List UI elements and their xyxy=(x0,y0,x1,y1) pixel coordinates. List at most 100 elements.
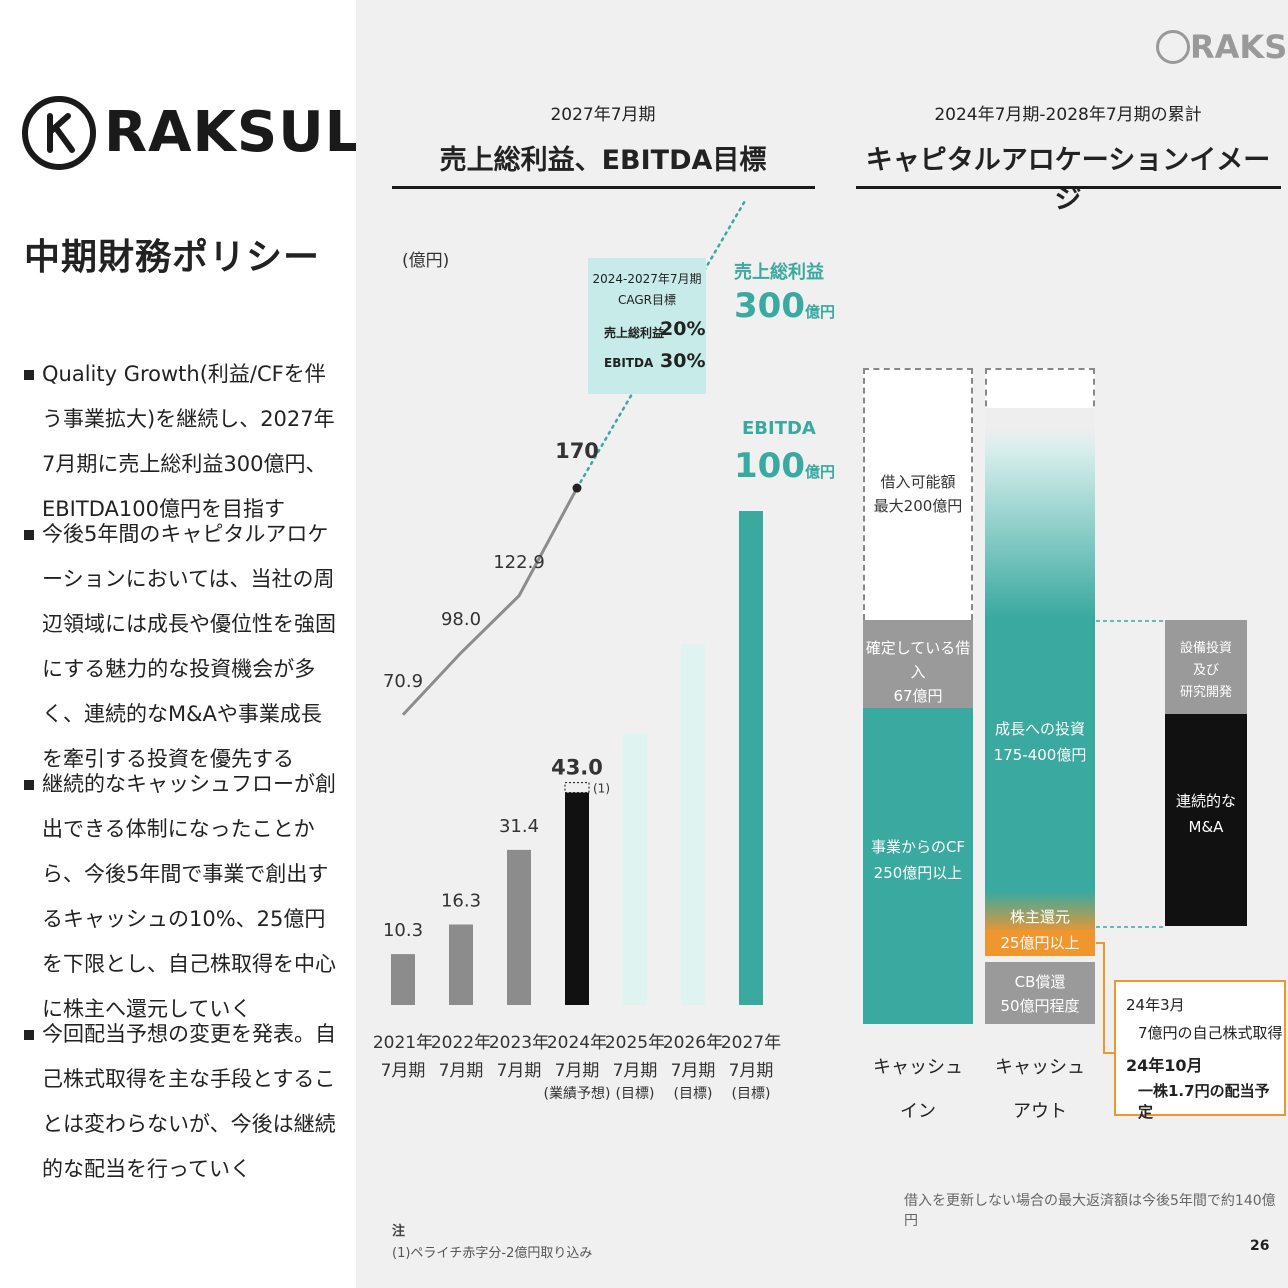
gross-profit-ebitda-chart: 10.3 16.3 31.4 43.0 (1) 70.9 98.0 122.9 170 2021年… xyxy=(373,200,781,1102)
bullet-1-text: Quality Growth(利益/CFを伴う事業拡大)を継続し、2027年7月… xyxy=(42,362,335,521)
committed-loan-line1: 確定している借入 xyxy=(865,639,971,681)
bullet-3: 継続的なキャッシュフローが創出できる体制になったことから、今後5年間で事業で創出… xyxy=(22,762,337,1032)
borrowable-line2: 最大200億円 xyxy=(873,497,963,515)
ebitda-2024-adjustment-box xyxy=(564,782,590,794)
ma-block: 連続的な M&A xyxy=(1165,714,1247,926)
gross-profit-value-label-1: 98.0 xyxy=(441,609,481,630)
operating-cf-line2: 250億円以上 xyxy=(873,864,963,882)
cash-in-label-line1: キャッシュ xyxy=(873,1057,963,1078)
ebitda-value-label-3: 43.0 xyxy=(551,756,603,780)
cash-in-committed-loan: 確定している借入 67億円 xyxy=(863,620,973,708)
committed-loan-line2: 67億円 xyxy=(893,687,943,705)
ebitda-bar-2 xyxy=(507,849,531,1005)
cagr-row-gross-value: 20% xyxy=(660,318,706,340)
bullet-2: 今後5年間のキャピタルアロケーションにおいては、当社の周辺領域には成長や優位性を… xyxy=(22,512,337,782)
page-number: 26 xyxy=(1250,1238,1270,1254)
left-panel: RAKSUL 中期財務ポリシー Quality Growth(利益/CFを伴う事… xyxy=(0,0,360,1288)
cb-redemption-line2: 50億円程度 xyxy=(1000,997,1080,1015)
cash-out-growth-investment: 成長への投資 175-400億円 xyxy=(985,408,1095,934)
gross-profit-line xyxy=(401,487,579,716)
allocation-connectors xyxy=(1096,620,1165,1054)
cash-out-label-line1: キャッシュ xyxy=(995,1057,1085,1078)
ebitda-value-label-0: 10.3 xyxy=(383,920,423,941)
cash-in-operating-cf: 事業からのCF 250億円以上 xyxy=(863,708,973,1024)
category-label-3-0: 2024年 xyxy=(547,1033,607,1053)
cb-redemption-line1: CB償還 xyxy=(1014,973,1066,991)
bullet-4: 今回配当予想の変更を発表。自己株式取得を主な手段とすることは変わらないが、今後は… xyxy=(22,1012,337,1192)
gross-profit-value-label-0: 70.9 xyxy=(383,671,423,692)
capex-line1: 設備投資 xyxy=(1179,641,1232,656)
category-label-6-1: 7月期 xyxy=(729,1061,774,1081)
target-ebitda-unit: 億円 xyxy=(804,463,835,481)
category-label-2-0: 2023年 xyxy=(489,1033,549,1053)
section2-subtitle: 2024年7月期-2028年7月期の累計 xyxy=(934,105,1202,125)
category-label-6-2: (目標) xyxy=(732,1086,771,1102)
target-ebitda-value: 100億円 xyxy=(734,446,835,486)
capex-rnd-block: 設備投資 及び 研究開発 xyxy=(1165,620,1247,714)
target-gross-unit: 億円 xyxy=(804,303,835,321)
cagr-box: 2024-2027年7月期 CAGR目標 売上総利益 20% EBITDA 30… xyxy=(588,258,706,394)
target-gross-value: 300億円 xyxy=(734,286,835,326)
footnote-text: (1)ペライチ赤字分-2億円取り込み xyxy=(392,1246,593,1261)
brand-name: RAKSUL xyxy=(104,100,362,165)
corner-brand: RAKSUL xyxy=(1190,28,1288,66)
capex-line2: 及び xyxy=(1192,663,1219,678)
ebitda-bar-1 xyxy=(449,924,473,1005)
cagr-title: 2024-2027年7月期 xyxy=(592,272,702,286)
category-label-6-0: 2027年 xyxy=(721,1033,781,1053)
section2-rule xyxy=(856,186,1281,189)
target-gross-number: 300 xyxy=(734,286,805,326)
category-label-0-1: 7月期 xyxy=(381,1061,426,1081)
bullet-1: Quality Growth(利益/CFを伴う事業拡大)を継続し、2027年7月… xyxy=(22,352,337,532)
category-label-4-1: 7月期 xyxy=(613,1061,658,1081)
section1-title: 売上総利益、EBITDA目標 xyxy=(439,145,767,176)
cash-in-label-line2: イン xyxy=(900,1101,936,1122)
cagr-row-gross-label: 売上総利益 xyxy=(604,326,665,340)
operating-cf-line1: 事業からのCF xyxy=(870,838,966,856)
footnote-title: 注 xyxy=(392,1224,406,1239)
ebitda-bar-6 xyxy=(739,511,763,1005)
cash-out-label-line2: アウト xyxy=(1013,1101,1067,1122)
growth-investment-line2: 175-400億円 xyxy=(993,746,1087,764)
footnote-marker: (1) xyxy=(593,782,610,796)
callout-line2: 7億円の自己株式取得 xyxy=(1138,1024,1283,1042)
gross-profit-point-2024 xyxy=(572,483,582,493)
cash-out-label: キャッシュ アウト xyxy=(985,1046,1095,1134)
shareholder-return-line2: 25億円以上 xyxy=(985,930,1095,956)
cagr-row-ebitda-value: 30% xyxy=(660,350,706,372)
bullet-4-text: 今回配当予想の変更を発表。自己株式取得を主な手段とすることは変わらないが、今後は… xyxy=(42,1022,336,1181)
policy-title: 中期財務ポリシー xyxy=(24,237,321,278)
section1-subtitle: 2027年7月期 xyxy=(550,105,656,125)
allocation-note: 借入を更新しない場合の最大返済額は今後5年間で約140億円 xyxy=(904,1193,1276,1229)
shareholder-return-line1: 株主還元 xyxy=(1009,908,1070,926)
category-label-1-1: 7月期 xyxy=(439,1061,484,1081)
ebitda-value-label-1: 16.3 xyxy=(441,890,481,911)
category-label-1-0: 2022年 xyxy=(431,1033,491,1053)
corner-logo-icon xyxy=(1156,30,1190,64)
ebitda-bar-5 xyxy=(681,644,705,1005)
target-ebitda-number: 100 xyxy=(734,446,805,486)
section2-title: キャピタルアロケーションイメージ xyxy=(865,145,1271,215)
chart-unit-label: (億円) xyxy=(402,251,450,271)
gross-profit-projection-line xyxy=(575,200,747,490)
ebitda-bar-4 xyxy=(623,733,647,1005)
growth-investment-line1: 成長への投資 xyxy=(994,720,1085,738)
category-label-5-2: (目標) xyxy=(674,1086,713,1102)
ebitda-bar-3 xyxy=(565,792,589,1005)
section1-rule xyxy=(392,186,815,189)
category-label-5-1: 7月期 xyxy=(671,1061,716,1081)
capex-line3: 研究開発 xyxy=(1179,685,1232,700)
callout-line4: 一株1.7円の配当予定 xyxy=(1138,1082,1270,1121)
ma-line2: M&A xyxy=(1188,818,1224,836)
category-label-4-2: (目標) xyxy=(616,1086,655,1102)
category-label-3-1: 7月期 xyxy=(555,1061,600,1081)
category-label-4-0: 2025年 xyxy=(605,1033,665,1053)
category-label-5-0: 2026年 xyxy=(663,1033,723,1053)
cagr-row-ebitda-label: EBITDA xyxy=(604,356,654,370)
gross-profit-value-label-2: 122.9 xyxy=(493,552,545,573)
cash-out-shareholder-return: 株主還元 25億円以上 xyxy=(985,904,1095,962)
shareholder-return-callout: 24年3月 7億円の自己株式取得 24年10月 一株1.7円の配当予定 xyxy=(1114,980,1286,1121)
cagr-subtitle: CAGR目標 xyxy=(617,293,676,307)
bullet-2-text: 今後5年間のキャピタルアロケーションにおいては、当社の周辺領域には成長や優位性を… xyxy=(42,522,336,771)
callout-line3: 24年10月 xyxy=(1126,1056,1203,1075)
